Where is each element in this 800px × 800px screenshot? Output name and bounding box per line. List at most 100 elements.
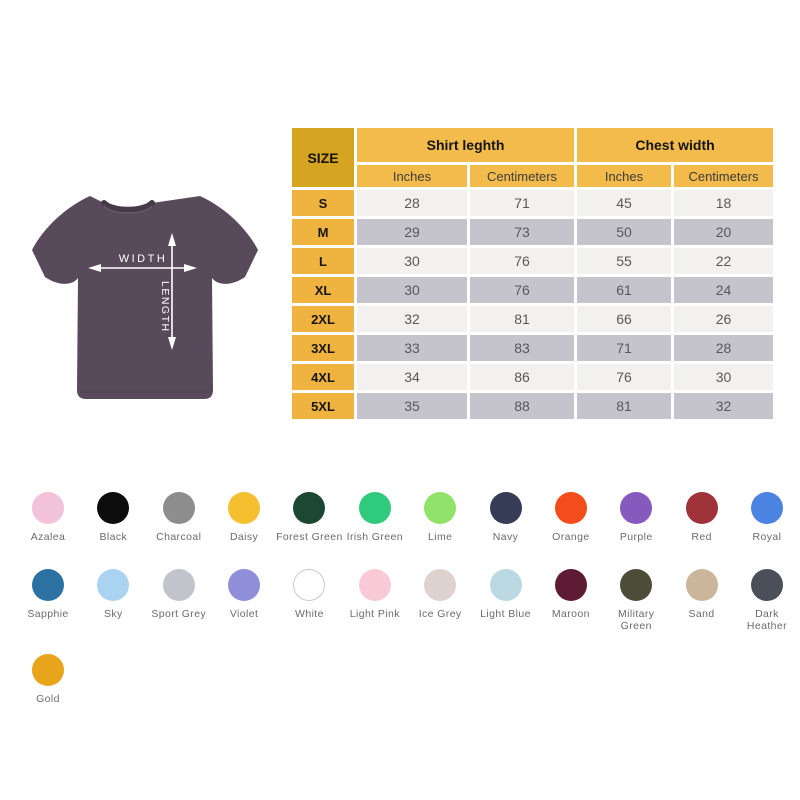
swatch-violet: Violet bbox=[212, 569, 276, 632]
swatch-label: Purple bbox=[619, 531, 653, 543]
swatch-label: Maroon bbox=[551, 608, 590, 620]
color-dot bbox=[750, 492, 783, 524]
swatch-label: Dark Heather bbox=[746, 608, 788, 632]
swatch-daisy: Daisy bbox=[212, 492, 276, 543]
swatch-military-green: Military Green bbox=[604, 569, 668, 632]
color-dot bbox=[32, 654, 64, 686]
swatch-sapphie: Sapphie bbox=[16, 569, 80, 632]
cell-shirt-length-in: 33 bbox=[357, 335, 467, 361]
swatch-maroon: Maroon bbox=[539, 569, 603, 632]
cell-chest-width-in: 71 bbox=[577, 335, 671, 361]
swatch-royal: Royal bbox=[735, 492, 799, 543]
swatch-label: Irish Green bbox=[346, 531, 403, 543]
color-dot bbox=[489, 492, 522, 524]
cell-chest-width-cm: 30 bbox=[674, 364, 773, 390]
cell-chest-width-in: 81 bbox=[577, 393, 671, 419]
shirt-length-cm-header: Centimeters bbox=[470, 165, 574, 187]
cell-shirt-length-cm: 76 bbox=[470, 277, 574, 303]
color-dot bbox=[162, 492, 195, 524]
swatch-label: Navy bbox=[492, 531, 519, 543]
swatch-ice-grey: Ice Grey bbox=[408, 569, 472, 632]
swatch-label: Sky bbox=[104, 608, 123, 620]
swatch-label: Light Pink bbox=[349, 608, 400, 620]
color-dot bbox=[32, 569, 64, 601]
swatch-white: White bbox=[277, 569, 341, 632]
color-dot bbox=[424, 492, 457, 524]
swatch-label: Azalea bbox=[30, 531, 66, 543]
shirt-length-group-header: Shirt leghth bbox=[357, 128, 574, 162]
shirt-length-inches-header: Inches bbox=[357, 165, 467, 187]
swatch-label: Military Green bbox=[618, 608, 655, 632]
table-row: 4XL 34 86 76 30 bbox=[292, 364, 773, 390]
size-label: L bbox=[292, 248, 354, 274]
size-label: S bbox=[292, 190, 354, 216]
swatch-charcoal: Charcoal bbox=[147, 492, 211, 543]
swatch-label: Orange bbox=[552, 531, 590, 543]
tshirt-body bbox=[32, 196, 258, 399]
size-label: M bbox=[292, 219, 354, 245]
cell-shirt-length-in: 30 bbox=[357, 248, 467, 274]
color-dot bbox=[424, 569, 457, 601]
color-palette-row-1: Azalea Black Charcoal Daisy Forest Green… bbox=[16, 492, 799, 543]
swatch-label: Red bbox=[691, 531, 712, 543]
tshirt-diagram: WIDTH LENGTH bbox=[12, 170, 292, 412]
tshirt-collar-seam bbox=[103, 205, 153, 214]
size-label: 5XL bbox=[292, 393, 354, 419]
swatch-navy: Navy bbox=[474, 492, 538, 543]
swatch-label: Charcoal bbox=[156, 531, 202, 543]
color-dot bbox=[228, 492, 261, 524]
chest-width-inches-header: Inches bbox=[577, 165, 671, 187]
color-dot bbox=[685, 569, 718, 601]
swatch-light-blue: Light Blue bbox=[474, 569, 538, 632]
length-arrow bbox=[168, 233, 176, 350]
swatch-label: Sand bbox=[688, 608, 715, 620]
cell-shirt-length-in: 34 bbox=[357, 364, 467, 390]
color-palette-row-2: Sapphie Sky Sport Grey Violet White Ligh… bbox=[16, 569, 799, 632]
swatch-red: Red bbox=[670, 492, 734, 543]
table-row: M 29 73 50 20 bbox=[292, 219, 773, 245]
swatch-label: Forest Green bbox=[276, 531, 343, 543]
color-dot bbox=[685, 492, 718, 524]
color-dot bbox=[358, 492, 391, 524]
swatch-label: White bbox=[295, 608, 324, 620]
size-table: SIZE Shirt leghth Chest width Inches Cen… bbox=[289, 125, 776, 422]
table-row: L 30 76 55 22 bbox=[292, 248, 773, 274]
cell-chest-width-in: 66 bbox=[577, 306, 671, 332]
color-dot bbox=[358, 569, 391, 601]
cell-shirt-length-cm: 86 bbox=[470, 364, 574, 390]
cell-shirt-length-cm: 76 bbox=[470, 248, 574, 274]
size-column-header: SIZE bbox=[292, 128, 354, 187]
color-dot bbox=[97, 492, 130, 524]
swatch-purple: Purple bbox=[604, 492, 668, 543]
swatch-gold: Gold bbox=[16, 654, 80, 705]
swatch-forest-green: Forest Green bbox=[276, 492, 343, 543]
color-dot bbox=[620, 569, 653, 601]
cell-chest-width-cm: 18 bbox=[674, 190, 773, 216]
swatch-light-pink: Light Pink bbox=[343, 569, 407, 632]
cell-shirt-length-in: 32 bbox=[357, 306, 467, 332]
cell-chest-width-cm: 26 bbox=[674, 306, 773, 332]
chest-width-cm-header: Centimeters bbox=[674, 165, 773, 187]
swatch-irish-green: Irish Green bbox=[343, 492, 407, 543]
swatch-sand: Sand bbox=[670, 569, 734, 632]
cell-chest-width-in: 45 bbox=[577, 190, 671, 216]
swatch-label: Lime bbox=[427, 531, 453, 543]
color-dot bbox=[162, 569, 195, 601]
tshirt-back-illustration: WIDTH LENGTH bbox=[32, 196, 258, 399]
swatch-label: Sapphie bbox=[27, 608, 69, 620]
swatch-sport-grey: Sport Grey bbox=[147, 569, 211, 632]
color-dot bbox=[293, 492, 326, 524]
cell-chest-width-cm: 28 bbox=[674, 335, 773, 361]
tshirt-collar bbox=[101, 200, 155, 213]
swatch-azalea: Azalea bbox=[16, 492, 80, 543]
width-label: WIDTH bbox=[119, 253, 168, 265]
cell-shirt-length-in: 28 bbox=[357, 190, 467, 216]
color-dot bbox=[750, 569, 783, 601]
cell-shirt-length-in: 35 bbox=[357, 393, 467, 419]
table-row: XL 30 76 61 24 bbox=[292, 277, 773, 303]
cell-shirt-length-in: 30 bbox=[357, 277, 467, 303]
size-label: 2XL bbox=[292, 306, 354, 332]
swatch-sky: Sky bbox=[81, 569, 145, 632]
swatch-lime: Lime bbox=[408, 492, 472, 543]
swatch-label: Violet bbox=[229, 608, 259, 620]
